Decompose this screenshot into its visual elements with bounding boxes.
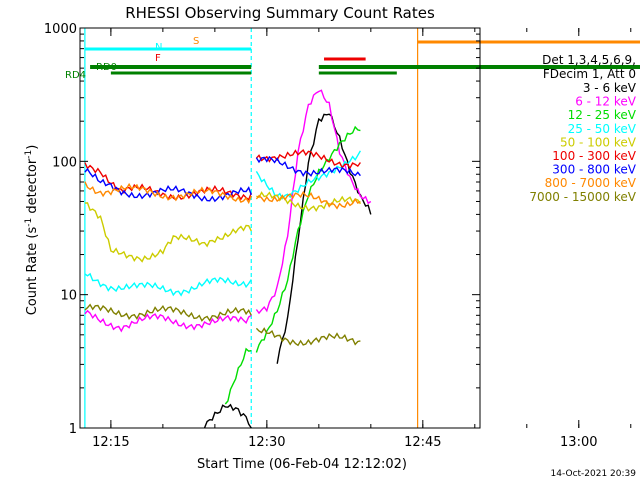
legend-entry: 3 - 6 keV bbox=[583, 81, 637, 95]
series-line-25-50-kev bbox=[84, 272, 252, 297]
flag-bars: RD0 RD4 NF S bbox=[65, 36, 640, 81]
series-line-7000-15000-kev bbox=[84, 303, 252, 322]
y-axis-label: Count Rate (s-1 detector-1) bbox=[24, 145, 40, 316]
series-line-7000-15000-kev bbox=[255, 327, 361, 347]
x-tick-label: 12:15 bbox=[92, 435, 129, 450]
y-axis-label-part: Count Rate (s bbox=[25, 227, 40, 316]
series-line-3-6-kev bbox=[276, 113, 372, 364]
series-line-800-7000-kev bbox=[255, 190, 361, 210]
plot-area bbox=[84, 28, 419, 428]
data-series-group bbox=[84, 28, 419, 428]
generation-timestamp: 14-Oct-2021 20:39 bbox=[551, 469, 637, 479]
series-line-800-7000-kev bbox=[84, 181, 252, 205]
legend-entry: 25 - 50 keV bbox=[568, 122, 637, 136]
series-line-300-800-kev bbox=[84, 167, 252, 203]
y-tick-label: 100 bbox=[52, 155, 77, 170]
legend-entry: 50 - 100 keV bbox=[560, 135, 637, 149]
y-axis-label-sup: -1 bbox=[24, 150, 34, 159]
y-axis-label-sup: -1 bbox=[24, 218, 34, 227]
y-tick-label: 1 bbox=[69, 422, 77, 437]
series-line-50-100-kev bbox=[256, 191, 361, 212]
series-line-50-100-kev bbox=[84, 202, 252, 263]
legend-entry: 800 - 7000 keV bbox=[545, 176, 637, 190]
legend-header-detectors: Det 1,3,4,5,6,9, bbox=[542, 53, 636, 67]
legend-entry: 300 - 800 keV bbox=[552, 163, 636, 177]
series-line-6-12-kev bbox=[255, 89, 372, 315]
chart-title: RHESSI Observing Summary Count Rates bbox=[125, 4, 435, 22]
series-line-12-25-kev bbox=[224, 347, 252, 405]
flag-label-f: F bbox=[155, 53, 161, 64]
y-tick-label: 1000 bbox=[44, 22, 77, 37]
series-line-3-6-kev bbox=[203, 403, 252, 428]
y-tick-label: 10 bbox=[60, 289, 77, 304]
x-tick-label: 12:45 bbox=[404, 435, 441, 450]
flag-label-rd4: RD4 bbox=[65, 70, 86, 81]
series-line-6-12-kev bbox=[84, 309, 252, 333]
legend-entry: 100 - 300 keV bbox=[552, 149, 636, 163]
x-tick-label: 13:00 bbox=[560, 435, 597, 450]
flag-label-s: S bbox=[193, 36, 199, 47]
legend: Det 1,3,4,5,6,9, FDecim 1, Att 0 3 - 6 k… bbox=[529, 53, 636, 204]
legend-header-decimation: FDecim 1, Att 0 bbox=[543, 67, 636, 81]
legend-entry: 12 - 25 keV bbox=[568, 108, 637, 122]
flag-label-rd0: RD0 bbox=[96, 62, 117, 73]
legend-entry: 7000 - 15000 keV bbox=[529, 190, 636, 204]
plot-frame bbox=[79, 27, 481, 429]
x-tick-label: 12:30 bbox=[248, 435, 285, 450]
flag-label-n: N bbox=[155, 42, 162, 53]
legend-entry: 6 - 12 keV bbox=[575, 95, 637, 109]
y-axis-label-part: ) bbox=[25, 145, 40, 150]
series-line-100-300-kev bbox=[255, 149, 361, 170]
axes: 12:1512:3012:4513:0013:1513:3013:4511010… bbox=[44, 22, 632, 450]
x-axis-label: Start Time (06-Feb-04 12:12:02) bbox=[197, 457, 407, 472]
series-line-300-800-kev bbox=[255, 155, 361, 177]
y-axis-label-part: detector bbox=[25, 158, 40, 218]
